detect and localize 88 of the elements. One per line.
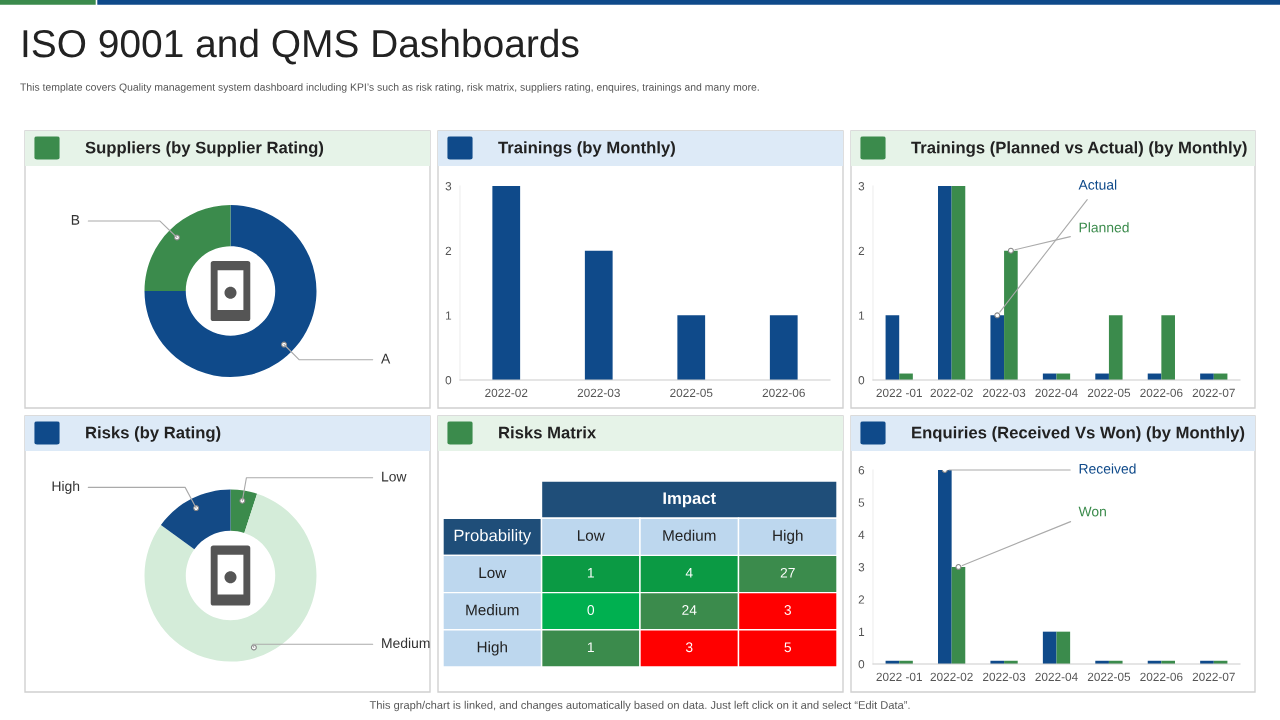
y-tick-label: 0 [858,660,865,669]
y-tick-label: 5 [858,498,865,507]
y-tick-label: 3 [445,182,452,191]
bar [990,315,1005,380]
x-tick-label: 2022-06 [1140,672,1183,681]
y-tick-label: 2 [445,246,452,255]
x-tick-label: 2022-07 [1192,388,1235,397]
x-axis-title: Impact [663,492,716,508]
bar [938,186,952,380]
text: Actual [1078,179,1117,190]
chart-title: Trainings (by Monthly) [498,141,675,157]
bar [1161,315,1175,380]
slice-label: B [71,215,80,225]
y-tick-label: 4 [858,530,865,539]
donut-slice [230,489,258,533]
bar [584,250,613,380]
bar [1108,315,1123,380]
slice-label: A [381,353,391,364]
x-tick-label: Low [577,530,605,541]
text: Won [1078,506,1106,517]
data-label: 3 [784,605,791,615]
y-tick-label: Medium [466,604,519,616]
chart-title: Enquiries (Received Vs Won) (by Monthly) [912,426,1245,442]
text: This template covers Quality management system dashboard including KPI’s such as risk rating, risk matrix, suppliers rating, enquires, trainings and many more. [20,83,759,93]
bar [885,315,900,380]
chart-title: Risks Matrix [499,426,597,439]
bar [951,567,966,664]
text: Received [1079,463,1136,474]
text: ISO 9001 and QMS Dashboards [23,28,579,65]
x-tick-label: 2022-05 [1087,388,1131,397]
bar [938,470,952,664]
slice-label: High [52,480,80,494]
bar [1004,250,1018,380]
y-tick-label: 3 [858,182,865,191]
y-tick-label: High [477,641,507,656]
bar [951,186,966,380]
y-tick-label: 0 [445,376,452,385]
text: Planned [1079,222,1129,233]
y-tick-label: 1 [859,311,865,320]
bar [769,315,798,380]
data-label: 0 [587,605,595,615]
x-tick-label: 2022-06 [1140,388,1183,397]
x-tick-label: 2022-05 [1087,672,1131,681]
x-tick-label: 2022 -01 [876,388,922,397]
text: This graph/chart is linked, and changes automatically based on data. Just left click on it and select “Edit Data”. [369,700,910,712]
y-tick-label: 3 [858,563,865,572]
y-tick-label: 1 [859,627,865,636]
chart-title: Trainings (Planned vs Actual) (by Monthly) [911,141,1247,157]
donut-slice [144,493,317,662]
data-label: 1 [587,568,594,578]
data-label: 24 [682,605,697,615]
data-label: 27 [780,567,795,578]
data-label: 4 [685,568,693,578]
y-tick-label: 2 [858,595,865,604]
y-tick-label: 1 [446,311,452,320]
bar [492,186,521,380]
y-tick-label: 0 [858,376,865,385]
x-tick-label: 2022 -01 [876,672,922,681]
x-tick-label: 2022-02 [930,672,973,681]
x-tick-label: 2022-04 [1035,672,1078,681]
x-tick-label: 2022-07 [1192,672,1235,681]
chart-title: Risks (by Rating) [86,426,221,442]
chart-title: Suppliers (by Supplier Rating) [85,141,324,157]
x-tick-label: 2022-02 [485,388,528,397]
x-tick-label: 2022-06 [762,388,805,397]
data-label: 5 [784,642,792,653]
bar [677,315,706,380]
y-tick-label: Low [479,567,507,579]
x-tick-label: 2022-02 [930,388,973,397]
bar [1042,631,1057,664]
x-tick-label: 2022-03 [577,388,620,397]
donut-slice [144,205,317,377]
x-tick-label: 2022-03 [983,388,1026,397]
y-tick-label: 6 [858,466,865,475]
data-label: 3 [685,642,693,653]
y-tick-label: 2 [858,246,865,255]
x-tick-label: 2022-05 [670,388,713,397]
x-tick-label: Medium [663,529,716,541]
data-label: 1 [587,642,594,652]
x-tick-label: 2022-03 [983,672,1026,681]
bar [1056,631,1071,664]
x-tick-label: 2022-04 [1035,388,1078,397]
slice-label: Low [382,471,407,482]
y-axis-title: Probability [454,529,532,545]
slice-label: Medium [382,637,430,649]
x-tick-label: High [773,529,803,544]
donut-slice [144,205,231,291]
donut-slice [160,489,231,550]
